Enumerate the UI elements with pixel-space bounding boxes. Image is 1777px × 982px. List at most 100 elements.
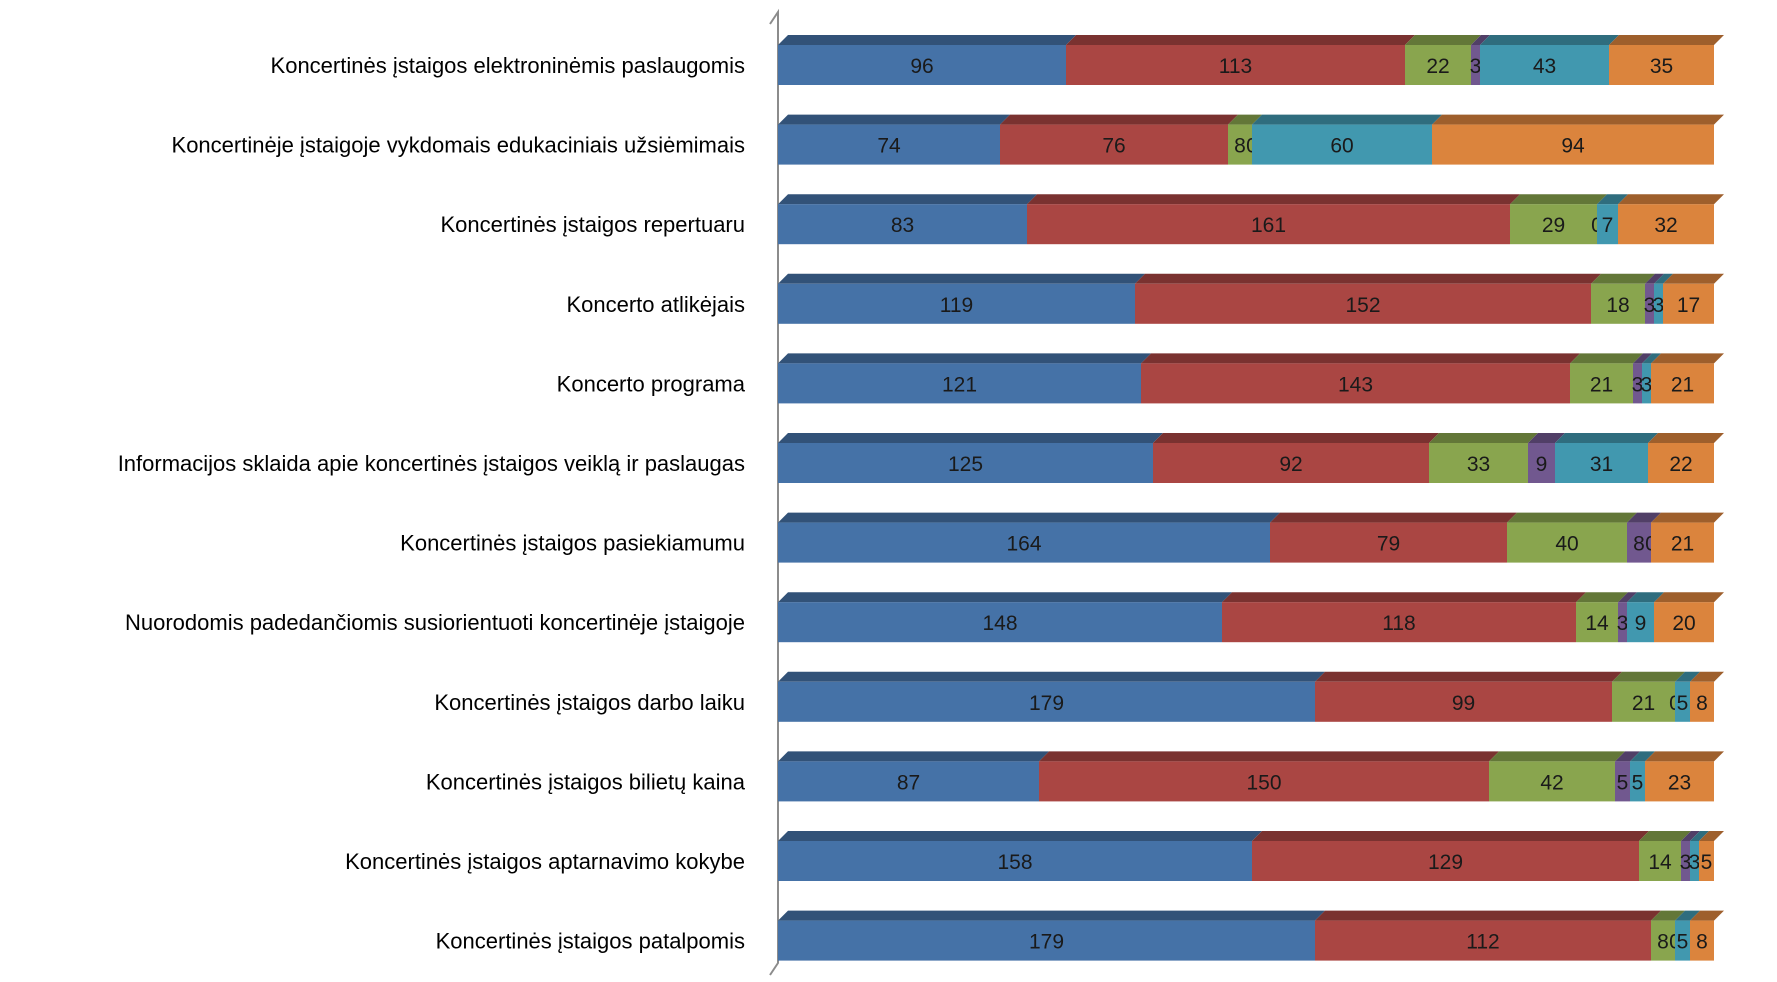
bar-top-face [1690,831,1709,841]
category-label: Koncertinėje įstaigoje vykdomais edukaci… [172,133,745,158]
bar-front-face [1627,522,1651,563]
bar-front-face [1681,841,1690,881]
bar-top-face [1609,35,1724,45]
data-label: 161 [1251,214,1286,237]
bar-segment: 94 [1432,114,1724,165]
bar-top-face [1141,353,1580,364]
bar-segment: 92 [1153,433,1439,483]
bar-front-face [1645,761,1714,802]
data-label: 125 [948,453,983,476]
data-label: 3 [1470,55,1482,78]
bar-front-face [1432,124,1714,165]
bar-front-face [1489,761,1615,802]
bar-top-face [1480,35,1619,45]
bar-segment: 14 [1639,831,1691,881]
bar-top-face [1645,751,1724,762]
bar-segment: 8 [1627,512,1661,563]
bar-front-face [1642,363,1651,404]
bar-segment: 20 [1654,592,1724,643]
data-label: 119 [940,294,973,317]
data-label: 179 [1029,692,1064,715]
bar-segment: 21 [1651,353,1724,404]
bar-top-face [1690,910,1724,921]
bar-top-face [778,114,1010,125]
data-label: 8 [1696,931,1708,954]
data-label: 42 [1540,771,1563,794]
bar-top-face [1654,273,1673,284]
bar-segment: 179 [778,910,1325,961]
bar-top-face [1675,671,1700,682]
data-label: 8 [1234,135,1246,158]
category-label: Informacijos sklaida apie koncertinės įs… [118,451,745,476]
bar-segment: 3 [1470,35,1490,85]
data-label: 129 [1428,851,1463,874]
category-label: Koncerto atlikėjais [566,292,745,317]
data-label: 121 [942,373,977,396]
data-label: 150 [1246,771,1281,794]
bar-top-face [1663,273,1724,284]
bar-front-face [1597,204,1618,245]
bar-segment: 87 [778,751,1049,802]
bar-front-face [1630,761,1645,802]
bar-top-face [1039,751,1499,762]
bar-front-face [1027,204,1510,245]
bar-front-face [778,681,1315,722]
data-label: 179 [1029,931,1064,954]
bar-front-face [778,602,1222,643]
data-label: 113 [1219,55,1252,78]
bar-segment: 29 [1510,194,1607,245]
bar-top-face [1555,433,1658,443]
bar-top-face [1618,194,1724,205]
bar-segment: 8 [1651,910,1685,961]
bar-segment: 121 [778,353,1151,404]
data-label: 5 [1617,771,1629,794]
data-label: 118 [1382,612,1415,635]
data-label: 79 [1377,533,1400,556]
bar-front-face [1663,283,1714,324]
bar-top-face [778,194,1037,205]
bar-front-face [1645,283,1654,324]
bar-top-face [1648,433,1724,443]
bar-front-face [1480,45,1609,85]
bar-front-face [778,204,1027,245]
bar-top-face [1681,831,1700,841]
data-label: 152 [1345,294,1380,317]
data-label: 83 [891,214,914,237]
category-axis-line [769,8,779,976]
bar-front-face [1690,841,1699,881]
bar-segment: 5 [1675,910,1700,961]
data-label: 87 [897,771,920,794]
bar-segment: 99 [1315,671,1622,722]
bar-top-face [1570,353,1643,364]
bar-segment: 42 [1489,751,1625,802]
bar-row: 1791128058 [778,910,1724,961]
data-label: 96 [910,55,933,78]
data-label: 99 [1452,692,1475,715]
bar-front-face [1039,761,1489,802]
bar-segment: 3 [1689,831,1709,881]
bar-segment: 96 [778,35,1076,85]
bar-front-face [1609,45,1714,85]
bar-top-face [1645,273,1664,284]
bar-segment: 113 [1066,35,1415,85]
bar-row: 83161290732 [778,194,1724,245]
bar-top-face [1690,671,1724,682]
bar-front-face [1570,363,1633,404]
bar-front-face [1405,45,1471,85]
data-label: 9 [1536,453,1548,476]
data-label: 22 [1426,55,1449,78]
bar-front-face [778,761,1039,802]
data-label: 20 [1672,612,1695,635]
data-label: 7 [1602,214,1614,237]
data-label: 3 [1680,851,1692,874]
bar-segment: 22 [1405,35,1481,85]
bar-segment: 21 [1570,353,1643,404]
bar-segment: 5 [1615,751,1640,802]
bar-top-face [1576,592,1628,603]
data-label: 40 [1555,533,1578,556]
data-label: 112 [1466,931,1499,954]
bar-front-face [778,522,1270,563]
bar-segment: 3 [1617,592,1637,643]
bar-segment: 112 [1315,910,1661,961]
